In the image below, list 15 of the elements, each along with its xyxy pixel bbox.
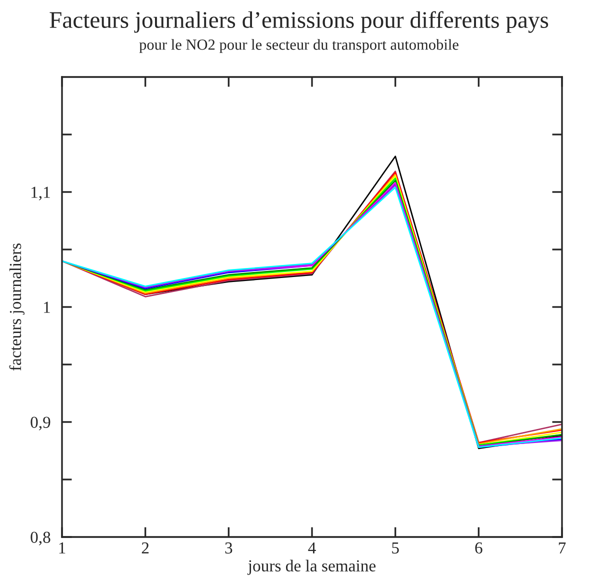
x-tick-label: 5 (392, 542, 399, 554)
x-tick-label: 3 (225, 542, 232, 554)
y-tick-label: 0,8 (30, 532, 50, 546)
y-tick-label: 1,1 (32, 186, 50, 200)
x-axis-title: jours de la semaine (247, 560, 376, 575)
y-axis-title: facteurs journaliers (9, 244, 24, 371)
y-tick-label: 0,9 (30, 416, 50, 430)
x-tick-label: 7 (558, 542, 566, 554)
x-tick-label: 6 (475, 542, 482, 554)
chart-subtitle: pour le NO2 pour le secteur du transport automobile (139, 39, 458, 53)
x-tick-label: 1 (59, 542, 66, 554)
y-tick-label: 1 (44, 302, 50, 313)
x-tick-label: 4 (308, 542, 316, 554)
chart-title: Facteurs journaliers d’emissions pour differents pays (50, 11, 548, 33)
x-tick-label: 2 (142, 542, 149, 554)
